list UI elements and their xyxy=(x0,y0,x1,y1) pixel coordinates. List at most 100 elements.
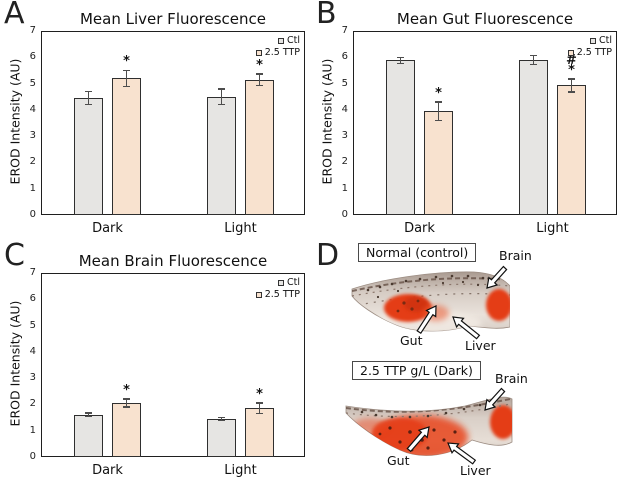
bar-ctl xyxy=(207,96,236,215)
bar-ctl xyxy=(386,60,415,215)
y-tick-label: 0 xyxy=(341,209,348,220)
x-category-label: Dark xyxy=(92,221,123,236)
error-bar xyxy=(532,55,535,65)
legend-label: Ctl xyxy=(599,35,612,46)
legend-swatch-2-5-ttp xyxy=(255,49,262,56)
y-tick-label: 2 xyxy=(29,398,36,410)
x-category-label: Dark xyxy=(404,221,435,236)
y-tick-label: 3 xyxy=(29,372,36,384)
error-bar-cap xyxy=(568,91,575,93)
bar-2-5-ttp xyxy=(557,85,586,215)
y-tick-label: 4 xyxy=(29,103,36,115)
error-bar-cap xyxy=(530,63,537,66)
treatment-image-caption: 2.5 TTP g/L (Dark) xyxy=(352,361,481,380)
error-bar-cap xyxy=(530,54,537,57)
error-bar-cap xyxy=(85,103,92,106)
panel-a: A Mean Liver Fluorescence EROD Intensity… xyxy=(0,0,312,242)
panel-c-ylabel: EROD Intensity (AU) xyxy=(7,300,23,427)
error-bar-cap xyxy=(218,416,225,419)
error-bar-cap xyxy=(85,412,92,414)
legend-label: Ctl xyxy=(287,277,300,288)
y-tick-label: 6 xyxy=(29,51,36,63)
error-bar xyxy=(87,413,90,417)
y-tick-label: 3 xyxy=(341,130,348,142)
error-bar xyxy=(570,78,573,92)
bar-ctl xyxy=(519,59,548,215)
y-tick-label: 4 xyxy=(341,103,348,115)
bar-2-5-ttp xyxy=(112,403,141,457)
y-tick-label: 5 xyxy=(29,77,36,89)
significance-mark: * xyxy=(435,85,442,101)
panel-d: D Normal (control) xyxy=(312,238,624,484)
x-category-label: Light xyxy=(224,221,257,236)
gut-label-treated: Gut xyxy=(387,453,410,468)
y-tick-label: 0 xyxy=(29,451,36,462)
legend-item: Ctl xyxy=(278,277,300,288)
panel-b-letter: B xyxy=(316,0,337,31)
error-bar-cap xyxy=(256,73,263,75)
y-tick-label: 1 xyxy=(341,182,348,194)
legend-label: 2.5 TTP xyxy=(264,47,300,58)
legend-label: 2.5 TTP xyxy=(576,47,612,58)
error-bar xyxy=(220,417,223,421)
y-tick-label: 0 xyxy=(29,209,36,220)
zebrafish-image-treated xyxy=(345,396,513,456)
bar-2-5-ttp xyxy=(245,408,274,457)
error-bar-cap xyxy=(85,90,92,93)
zebrafish-image-control xyxy=(351,271,510,332)
error-bar-cap xyxy=(397,56,404,58)
error-bar xyxy=(125,399,128,408)
significance-mark: # * xyxy=(566,52,577,78)
control-image-caption: Normal (control) xyxy=(358,243,477,262)
error-bar-cap xyxy=(568,78,575,80)
error-bar-cap xyxy=(123,406,130,408)
error-bar-cap xyxy=(218,103,225,106)
panel-a-ylabel: EROD Intensity (AU) xyxy=(7,58,23,185)
x-category-label: Light xyxy=(536,221,569,236)
error-bar-cap xyxy=(256,412,263,415)
legend-label: 2.5 TTP xyxy=(264,289,300,300)
legend-swatch-2-5-ttp xyxy=(567,49,574,56)
legend-item: 2.5 TTP xyxy=(567,47,612,58)
legend-swatch-2-5-ttp xyxy=(255,291,262,298)
legend-swatch-ctl xyxy=(590,37,596,44)
y-tick-label: 1 xyxy=(29,182,36,194)
x-category-label: Dark xyxy=(92,463,123,478)
chart-legend: Ctl 2.5 TTP xyxy=(255,277,300,300)
bar-ctl xyxy=(207,418,236,457)
y-tick-label: 5 xyxy=(29,319,36,331)
y-tick-label: 5 xyxy=(341,77,348,89)
y-tick-label: 6 xyxy=(29,293,36,305)
panel-a-letter: A xyxy=(4,0,25,31)
legend-label: Ctl xyxy=(287,35,300,46)
error-bar-cap xyxy=(123,69,130,72)
legend-item: Ctl xyxy=(590,35,612,46)
error-bar xyxy=(258,73,261,86)
chart-legend: Ctl 2.5 TTP xyxy=(567,35,612,58)
y-tick-label: 7 xyxy=(29,25,36,36)
legend-item: 2.5 TTP xyxy=(255,47,300,58)
error-bar-cap xyxy=(256,402,263,404)
y-tick-label: 1 xyxy=(29,424,36,436)
chart-legend: Ctl 2.5 TTP xyxy=(255,35,300,58)
panel-c: C Mean Brain Fluorescence EROD Intensity… xyxy=(0,238,312,484)
bar-2-5-ttp xyxy=(245,79,274,215)
panel-c-title: Mean Brain Fluorescence xyxy=(78,252,268,270)
error-bar xyxy=(220,88,223,105)
error-bar-cap xyxy=(123,398,130,400)
y-tick-label: 2 xyxy=(341,156,348,168)
error-bar xyxy=(125,70,128,87)
error-bar xyxy=(87,91,90,105)
error-bar-cap xyxy=(435,101,442,103)
error-bar xyxy=(437,101,440,121)
y-tick-label: 7 xyxy=(341,25,348,36)
y-tick-label: 6 xyxy=(341,51,348,63)
error-bar-cap xyxy=(256,84,263,87)
significance-mark: * xyxy=(256,387,263,403)
error-bar-cap xyxy=(123,85,130,87)
y-tick-label: 2 xyxy=(29,156,36,168)
panel-c-letter: C xyxy=(4,238,25,273)
panel-a-title: Mean Liver Fluorescence xyxy=(79,10,267,28)
liver-label-control: Liver xyxy=(465,338,496,353)
gut-label-control: Gut xyxy=(400,333,423,348)
